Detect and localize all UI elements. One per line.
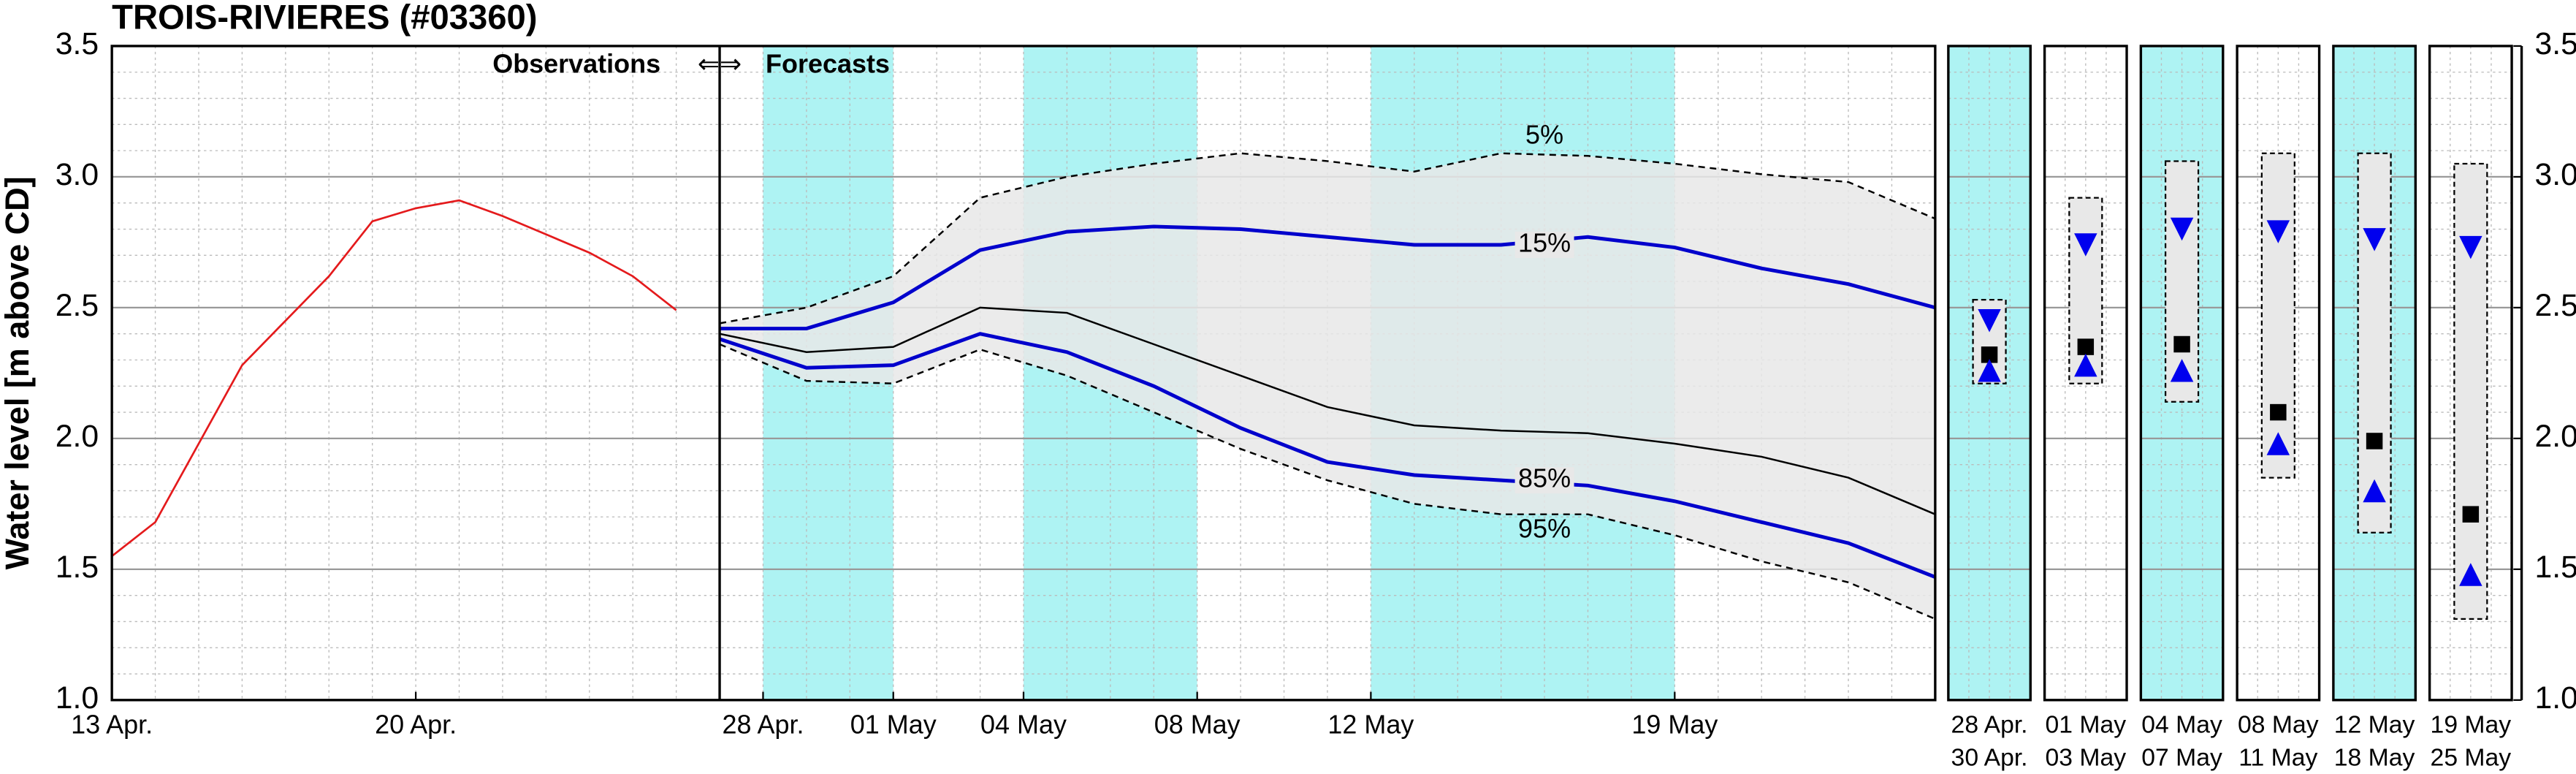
- y-tick-label: 2.5: [56, 288, 99, 323]
- p15-marker: [2170, 217, 2194, 241]
- period-end: 03 May: [2046, 744, 2127, 772]
- median-marker: [2462, 506, 2480, 523]
- annotation: ⇐⇒: [698, 48, 742, 78]
- annotation: Forecasts: [766, 48, 890, 78]
- p15-marker: [2363, 228, 2386, 251]
- y-tick-label: 2.5: [2535, 288, 2576, 323]
- x-tick-label: 13 Apr.: [71, 709, 153, 739]
- y-tick-label: 1.5: [56, 550, 99, 585]
- median-marker: [2270, 403, 2287, 421]
- p15-marker: [2074, 233, 2097, 257]
- period-end: 30 Apr.: [1951, 744, 2028, 772]
- period-start: 08 May: [2238, 711, 2319, 739]
- y-tick-label: 2.0: [2535, 419, 2576, 454]
- x-tick-label: 20 Apr.: [375, 709, 457, 739]
- median-marker: [2077, 338, 2095, 355]
- p85-marker: [2074, 353, 2097, 377]
- p15-marker: [2266, 220, 2290, 243]
- p85-marker: [2363, 479, 2386, 503]
- period-end: 18 May: [2334, 744, 2415, 772]
- x-tick-label: 08 May: [1154, 709, 1241, 739]
- panel-frame: [2139, 45, 2225, 702]
- observed-line: [111, 199, 677, 558]
- p15-marker: [2459, 235, 2482, 259]
- period-end: 07 May: [2141, 744, 2222, 772]
- p15-marker: [1978, 309, 2001, 333]
- y-tick-label: 2.0: [56, 419, 99, 454]
- x-tick-label: 28 Apr.: [722, 709, 804, 739]
- series-label: 85%: [1518, 463, 1571, 493]
- y-tick-label: 3.5: [2535, 26, 2576, 61]
- panel-frame: [1947, 45, 2032, 702]
- period-start: 19 May: [2431, 711, 2512, 739]
- range-box: [2260, 152, 2295, 479]
- forecast-line: [719, 152, 1936, 325]
- forecast-line: [719, 332, 1936, 579]
- y-axis-label: Water level [m above CD]: [0, 176, 36, 569]
- median-marker: [2366, 433, 2383, 449]
- x-tick-label: 04 May: [980, 709, 1067, 739]
- y-tick-label: 3.0: [56, 157, 99, 192]
- chart-title: TROIS-RIVIERES (#03360): [112, 0, 537, 37]
- x-tick-label: 19 May: [1631, 709, 1718, 739]
- period-start: 12 May: [2334, 711, 2415, 739]
- annotation: Observations: [492, 48, 660, 78]
- forecast-line: [720, 224, 1936, 331]
- forecast-line: [719, 343, 1936, 620]
- y-tick-label: 1.0: [2535, 680, 2576, 716]
- median-marker: [1981, 346, 1998, 363]
- y-tick-label: 3.0: [2535, 157, 2576, 192]
- period-start: 04 May: [2141, 711, 2222, 739]
- period-start: 28 Apr.: [1951, 711, 2028, 739]
- p85-marker: [1978, 359, 2001, 382]
- x-tick-label: 12 May: [1327, 709, 1414, 739]
- p85-marker: [2266, 432, 2290, 455]
- y-tick-label: 1.5: [2535, 550, 2576, 585]
- forecast-line: [719, 306, 1936, 515]
- median-marker: [2173, 335, 2190, 353]
- y-tick-label: 3.5: [56, 26, 99, 61]
- period-end: 25 May: [2431, 744, 2512, 772]
- panel-frame: [2428, 45, 2513, 702]
- p85-marker: [2459, 563, 2482, 586]
- range-box: [2357, 152, 2392, 534]
- forecast-band: [720, 153, 1935, 619]
- p85-marker: [2170, 359, 2194, 382]
- label-bg: [1514, 232, 1574, 258]
- panel-frame: [2332, 45, 2417, 702]
- series-label: 5%: [1525, 120, 1563, 150]
- period-start: 01 May: [2046, 711, 2127, 739]
- range-box: [2453, 162, 2488, 620]
- series-label: 95%: [1518, 514, 1571, 544]
- panel-frame: [2043, 45, 2128, 702]
- series-label: 15%: [1518, 227, 1571, 257]
- period-end: 11 May: [2238, 744, 2317, 772]
- panel-frame: [2236, 45, 2321, 702]
- y-tick-label: 1.0: [56, 680, 99, 716]
- x-tick-label: 01 May: [850, 709, 937, 739]
- label-bg: [1514, 467, 1574, 494]
